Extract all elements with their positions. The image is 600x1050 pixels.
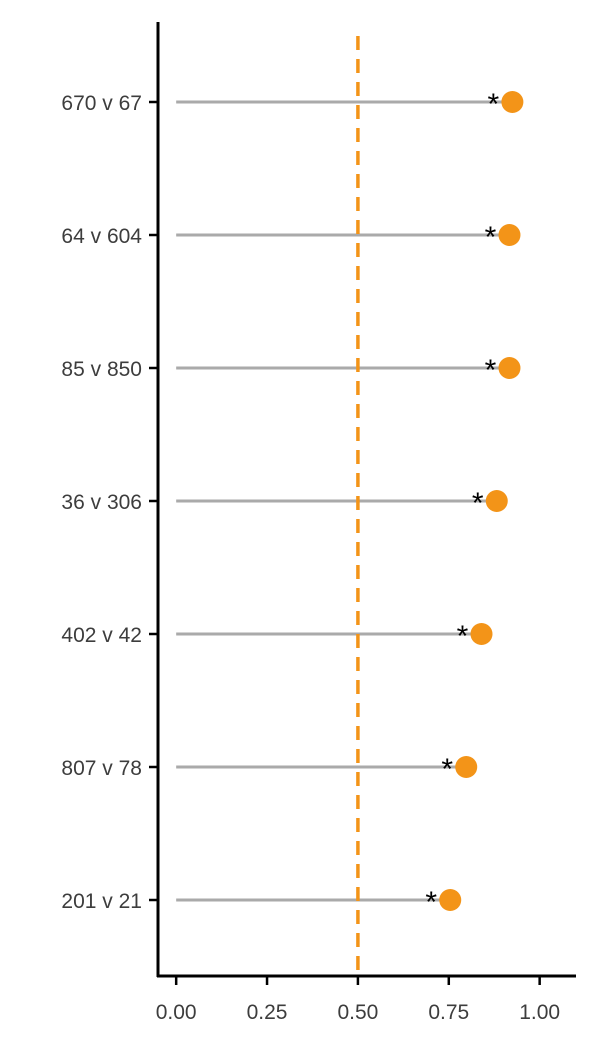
data-point-1	[498, 224, 521, 246]
y-tick-label-2: 85 v 850	[61, 358, 142, 381]
data-point-3	[485, 490, 508, 512]
x-tick-label-0: 0.00	[156, 1001, 197, 1024]
data-point-2	[498, 357, 521, 379]
points-layer	[439, 91, 524, 911]
y-tick-label-0: 670 v 67	[61, 92, 142, 115]
x-tick-label-3: 0.75	[428, 1001, 469, 1024]
data-point-5	[455, 756, 478, 778]
significance-star-2: *	[485, 354, 497, 387]
x-axis-ticks: 0.00 0.25 0.50 0.75 1.00	[156, 976, 560, 1024]
y-tick-label-6: 201 v 21	[61, 890, 142, 913]
significance-star-3: *	[472, 487, 484, 520]
annotation-layer: * * * * * * *	[425, 88, 499, 919]
significance-star-5: *	[441, 753, 453, 786]
data-point-6	[439, 889, 462, 911]
y-tick-label-4: 402 v 42	[61, 624, 142, 647]
x-tick-label-4: 1.00	[519, 1001, 560, 1024]
x-tick-label-1: 0.25	[247, 1001, 288, 1024]
y-axis-ticks: 670 v 67 64 v 604 85 v 850 36 v 306 402 v 42…	[61, 92, 158, 913]
stems-layer	[176, 100, 513, 902]
y-tick-label-3: 36 v 306	[61, 491, 142, 514]
x-tick-label-2: 0.50	[337, 1001, 378, 1024]
significance-star-6: *	[425, 886, 437, 919]
significance-star-4: *	[457, 620, 469, 653]
significance-star-1: *	[485, 221, 497, 254]
significance-star-0: *	[488, 88, 500, 121]
data-point-0	[501, 91, 524, 113]
data-point-4	[470, 623, 493, 645]
y-tick-label-1: 64 v 604	[61, 225, 142, 248]
y-tick-label-5: 807 v 78	[61, 757, 142, 780]
